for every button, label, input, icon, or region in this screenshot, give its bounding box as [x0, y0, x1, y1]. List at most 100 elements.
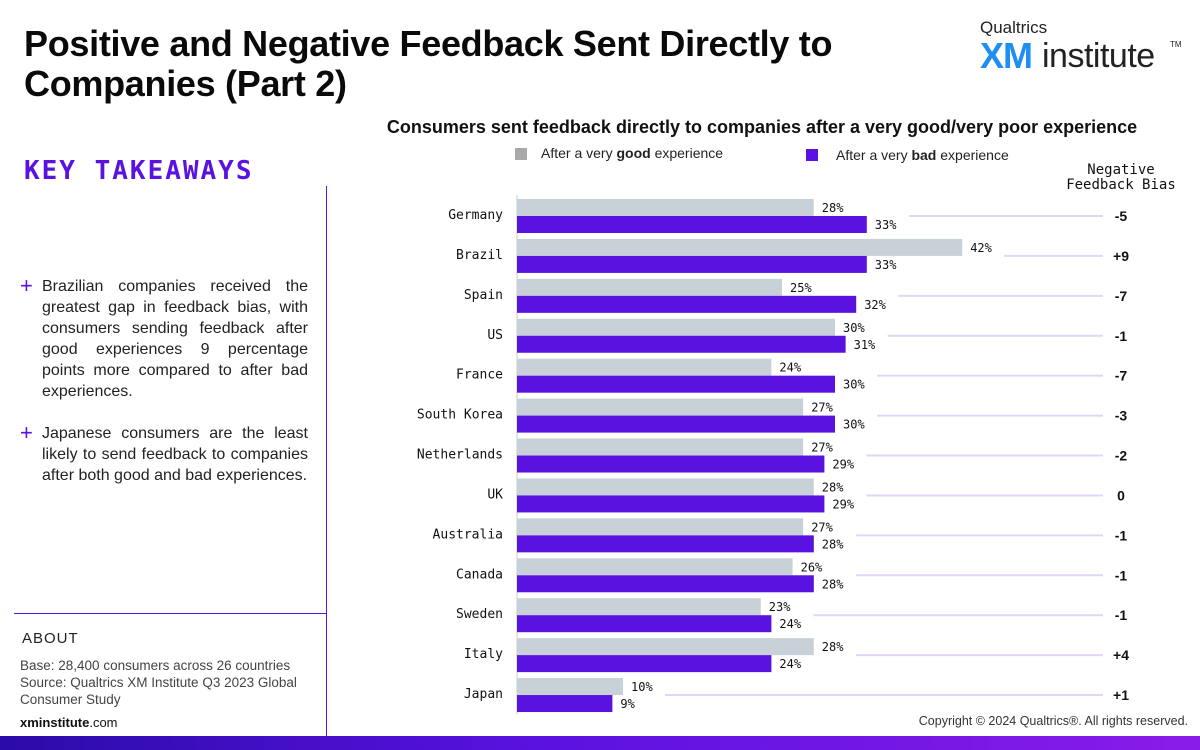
plus-icon: + [20, 420, 33, 445]
vertical-divider [326, 186, 327, 736]
legend-good-swatch [515, 148, 527, 160]
bar-good [517, 638, 814, 656]
chart-title: Consumers sent feedback directly to comp… [387, 117, 1137, 137]
bar-good [517, 518, 804, 536]
bar-good [517, 199, 814, 216]
data-label-good: 23% [769, 600, 791, 614]
bar-good [517, 398, 804, 416]
xm-institute-logo: Qualtrics XM institute TM [980, 18, 1185, 76]
data-label-good: 26% [801, 560, 823, 574]
page-title: Positive and Negative Feedback Sent Dire… [24, 23, 833, 104]
data-label-good: 25% [790, 281, 812, 295]
category-label: Italy [464, 647, 503, 662]
site-link-bold: xminstitute [20, 715, 90, 730]
logo-trademark: TM [1170, 40, 1182, 49]
data-label-good: 27% [811, 441, 833, 455]
legend-good-bold: good [616, 145, 650, 161]
site-link-rest: .com [89, 715, 118, 730]
legend-good-pre: After a very [541, 145, 616, 161]
chart-marks: Germany 28% 33% -5 Brazil 42% 33% +9 Spain 25% 32%… [417, 199, 1129, 713]
legend-bad-post: experience [936, 147, 1009, 163]
data-label-bad: 29% [832, 458, 854, 472]
bias-value: -1 [1115, 328, 1128, 344]
data-label-good: 28% [822, 480, 844, 494]
horizontal-divider [14, 613, 326, 614]
bar-bad [517, 655, 772, 673]
category-label: UK [487, 487, 503, 502]
data-label-bad: 32% [864, 298, 886, 312]
logo-institute-text: institute [1042, 37, 1155, 75]
data-label-bad: 28% [822, 577, 844, 591]
bar-good [517, 678, 623, 696]
bias-header-line2: Feedback Bias [1066, 177, 1176, 193]
bar-good [517, 478, 814, 496]
bar-bad [517, 415, 835, 433]
bias-value: -5 [1115, 208, 1128, 224]
bar-bad [517, 535, 814, 553]
bar-bad [517, 335, 846, 353]
bar-bad [517, 495, 825, 513]
data-label-good: 42% [970, 241, 992, 255]
bias-value: +4 [1113, 647, 1129, 663]
category-label: Spain [464, 288, 503, 303]
bias-value: -1 [1115, 607, 1128, 623]
bar-good [517, 438, 804, 456]
data-label-bad: 33% [875, 218, 897, 232]
data-label-bad: 30% [843, 378, 865, 392]
data-label-good: 28% [822, 640, 844, 654]
about-base: Base: 28,400 consumers across 26 countri… [20, 658, 291, 673]
legend-bad-label: After a very bad experience [836, 147, 1009, 163]
legend-bad-pre: After a very [836, 147, 911, 163]
category-label: South Korea [417, 408, 503, 423]
about-source: Source: Qualtrics XM Institute Q3 2023 G… [20, 675, 297, 707]
data-label-good: 24% [779, 361, 801, 375]
copyright: Copyright © 2024 Qualtrics®. All rights … [918, 714, 1188, 728]
bar-good [517, 238, 963, 256]
data-label-bad: 33% [875, 258, 897, 272]
site-link[interactable]: xminstitute.com [20, 715, 118, 730]
category-label: Japan [464, 687, 503, 702]
legend-good-post: experience [651, 145, 724, 161]
bar-good [517, 278, 782, 296]
bias-header-line1: Negative [1087, 162, 1154, 178]
bias-value: -1 [1115, 527, 1128, 543]
data-label-good: 10% [631, 680, 653, 694]
data-label-bad: 29% [832, 497, 854, 511]
category-label: Australia [433, 527, 503, 542]
plus-icon: + [20, 273, 33, 298]
legend-good-label: After a very good experience [541, 145, 723, 161]
bottom-gradient-bar [0, 736, 1200, 750]
data-label-bad: 24% [779, 657, 801, 671]
logo-xm-text: XM [980, 35, 1033, 76]
bias-value: +9 [1113, 248, 1129, 264]
category-label: Sweden [456, 607, 503, 622]
key-takeaways-heading: KEY TAKEAWAYS [24, 156, 254, 186]
legend-bad-swatch [806, 149, 818, 161]
category-label: Canada [456, 567, 503, 582]
bar-good [517, 558, 793, 576]
bar-bad [517, 255, 867, 273]
bar-bad [517, 295, 857, 313]
takeaway-text: Brazilian companies received the greates… [42, 278, 308, 400]
bar-bad [517, 695, 613, 713]
feedback-bar-chart: Consumers sent feedback directly to comp… [387, 117, 1176, 714]
bar-good [517, 358, 772, 376]
data-label-bad: 9% [620, 697, 635, 711]
bar-bad [517, 216, 867, 233]
category-label: US [487, 328, 503, 343]
data-label-bad: 30% [843, 418, 865, 432]
bar-bad [517, 375, 835, 393]
bar-good [517, 318, 835, 336]
bar-bad [517, 615, 772, 633]
logo-qualtrics-text: Qualtrics [980, 18, 1048, 37]
category-label: France [456, 368, 503, 383]
data-label-good: 30% [843, 321, 865, 335]
data-label-good: 28% [822, 201, 844, 215]
data-label-bad: 24% [779, 617, 801, 631]
category-label: Germany [448, 208, 503, 223]
bar-bad [517, 455, 825, 473]
bar-bad [517, 575, 814, 593]
bias-value: -7 [1115, 368, 1128, 384]
bias-value: -3 [1115, 408, 1128, 424]
bias-value: 0 [1117, 487, 1125, 503]
